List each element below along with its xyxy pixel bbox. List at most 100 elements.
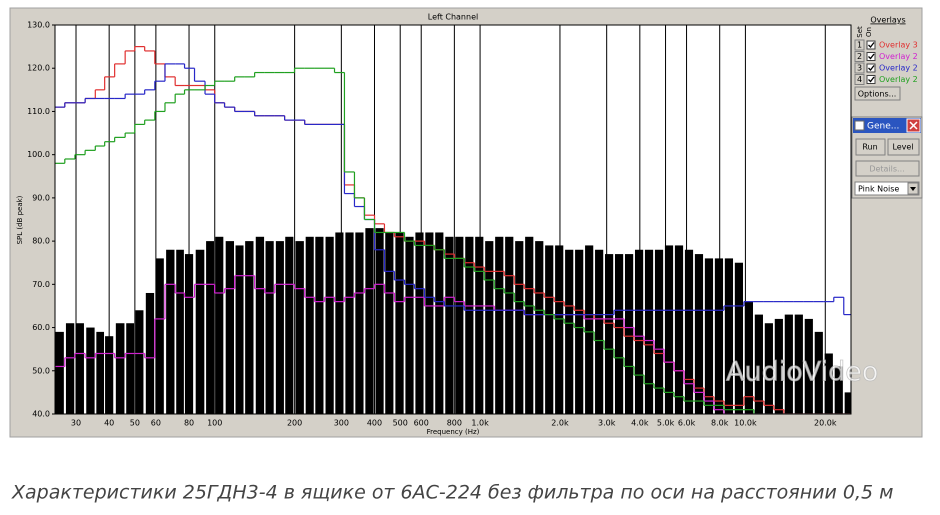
bar <box>744 301 753 414</box>
overlay-checkbox[interactable] <box>866 52 876 61</box>
bar <box>345 232 354 414</box>
bar <box>605 254 614 414</box>
details-button-label: Details... <box>869 165 904 174</box>
y-tick-label: 90.0 <box>32 193 50 202</box>
watermark: AudioVideo <box>726 357 878 388</box>
bar <box>365 228 374 414</box>
dropdown-arrow <box>910 187 916 191</box>
set-number-box <box>854 74 865 85</box>
x-tick-label: 100 <box>207 419 222 428</box>
bar <box>355 232 364 414</box>
caption: Характеристики 25ГДН3-4 в ящике от 6АС-2… <box>11 482 893 504</box>
x-tick-label: 40 <box>104 419 114 428</box>
bar <box>166 249 175 414</box>
bar <box>724 258 734 414</box>
set-number-box <box>854 39 865 51</box>
bar <box>575 249 584 414</box>
overlay-checkbox[interactable] <box>866 63 876 73</box>
signal-dropdown[interactable] <box>854 181 920 196</box>
set-number-box <box>854 62 865 74</box>
bar <box>664 245 674 414</box>
x-tick-label: 10.0k <box>734 419 757 428</box>
y-tick-label: 60.0 <box>32 323 50 332</box>
bar <box>465 236 474 414</box>
bar <box>525 236 534 414</box>
bar <box>794 314 803 414</box>
bar <box>694 254 704 414</box>
legend: 1 Overlay 3 2 Overlay 2 3 Overlay 2 4 Overlay 2 <box>854 39 918 85</box>
bar <box>774 318 783 414</box>
y-axis-label: SPL (dB peak) <box>16 195 24 244</box>
details-button[interactable] <box>855 160 920 177</box>
bar <box>405 236 414 414</box>
x-tick-label: 400 <box>367 419 382 428</box>
bar <box>145 292 155 414</box>
x-tick-label: 200 <box>287 419 302 428</box>
bar <box>505 236 514 414</box>
level-button[interactable] <box>887 138 920 156</box>
x-tick-label: 8.0k <box>711 419 729 428</box>
x-axis-label: Frequency (Hz) <box>427 428 480 436</box>
bar <box>155 258 164 414</box>
bar <box>206 241 214 414</box>
bar <box>195 249 205 414</box>
bar <box>654 249 664 414</box>
bar <box>325 236 334 414</box>
x-tick-label: 80 <box>184 419 194 428</box>
y-tick-label: 130.0 <box>27 21 50 30</box>
bar <box>764 323 773 414</box>
x-tick-label: 6.0k <box>678 419 696 428</box>
x-tick-label: 3.0k <box>598 419 616 428</box>
overlay-checkbox[interactable] <box>866 75 876 84</box>
bar <box>485 241 494 414</box>
x-tick-label: 600 <box>414 419 429 428</box>
legend-entry: Overlay 2 <box>879 64 918 73</box>
bar <box>245 241 254 414</box>
run-button[interactable] <box>855 138 886 156</box>
bar <box>804 318 813 414</box>
step-connector <box>64 68 755 414</box>
bar <box>455 236 464 414</box>
bar <box>475 236 484 414</box>
bar <box>634 249 644 414</box>
set-number: 2 <box>857 52 862 61</box>
bar <box>555 245 564 414</box>
bar <box>495 236 504 414</box>
bar <box>96 331 105 414</box>
bar <box>225 241 235 414</box>
bar <box>184 254 194 414</box>
set-number: 4 <box>857 75 862 84</box>
bar <box>595 249 604 414</box>
y-tick-label: 110.0 <box>27 107 50 116</box>
bar <box>255 236 265 414</box>
bar <box>515 241 524 414</box>
bar <box>714 258 724 414</box>
generator-icon <box>854 120 865 131</box>
x-tick-label: 1.0k <box>471 419 489 428</box>
y-tick-label: 40.0 <box>32 410 50 419</box>
bar <box>784 314 793 414</box>
bar <box>395 232 404 414</box>
legend-entry: Overlay 3 <box>879 41 918 50</box>
bar <box>644 249 654 414</box>
bar <box>176 249 184 414</box>
bar <box>126 323 135 414</box>
y-tick-label: 100.0 <box>27 150 50 159</box>
bar <box>215 236 224 414</box>
bar <box>445 236 454 414</box>
overlay-checkbox[interactable] <box>866 40 876 50</box>
options-button[interactable] <box>854 86 901 101</box>
legend-entry: Overlay 2 <box>879 52 918 61</box>
set-number: 3 <box>857 64 862 73</box>
y-tick-label: 50.0 <box>32 366 50 375</box>
x-tick-label: 4.0k <box>631 419 649 428</box>
bar <box>545 245 554 414</box>
bar <box>425 232 434 414</box>
bar <box>565 249 574 414</box>
set-label: Set <box>856 26 864 38</box>
x-tick-label: 800 <box>447 419 462 428</box>
bar <box>105 336 114 414</box>
on-label: On <box>865 27 873 37</box>
bar <box>674 245 684 414</box>
